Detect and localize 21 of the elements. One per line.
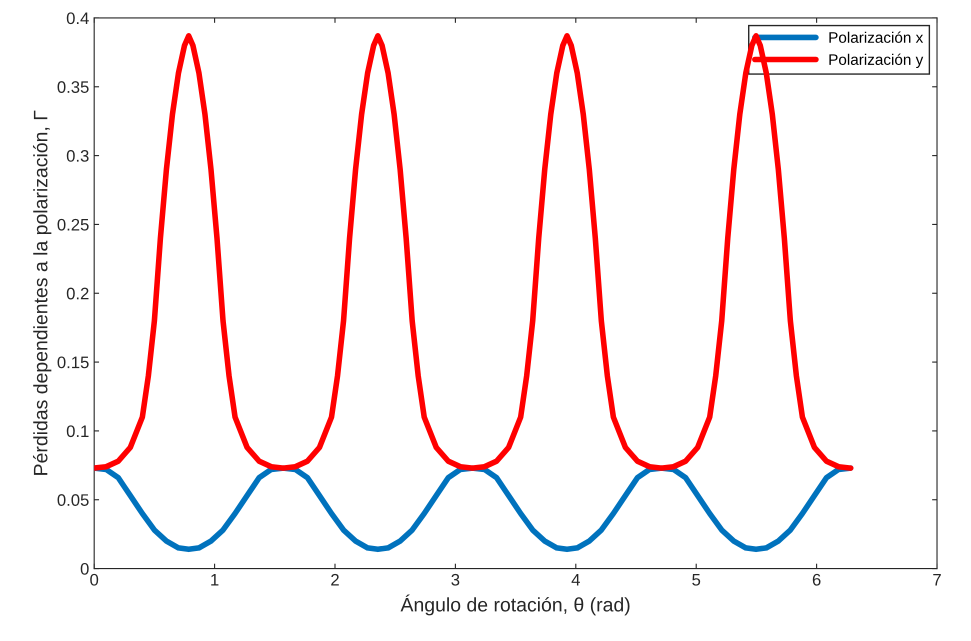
y-tick-label: 0.1 <box>66 425 89 438</box>
x-tick-label: 2 <box>331 574 339 586</box>
legend-label: Polarización y <box>829 54 924 68</box>
y-tick-label: 0.35 <box>58 81 89 93</box>
legend-label: Polarización x <box>829 32 924 43</box>
x-tick-label: 3 <box>451 574 460 586</box>
y-tick-label: 0.3 <box>66 150 89 162</box>
x-tick-label: 7 <box>933 574 941 586</box>
y-tick-label: 0.4 <box>66 12 89 24</box>
y-tick-label: 0.2 <box>66 288 88 300</box>
x-axis-title: Ángulo de rotación, θ (rad) <box>400 594 630 616</box>
x-tick-label: 6 <box>812 574 821 586</box>
x-tick-label: 0 <box>90 574 98 586</box>
x-tick-label: 4 <box>572 574 580 586</box>
y-tick-label: 0 <box>80 562 89 575</box>
x-tick-label: 1 <box>211 574 218 586</box>
y-tick-label: 0.15 <box>58 356 89 368</box>
y-axis-title: Pérdidas dependientes a la polarización, Γ <box>32 110 52 475</box>
y-tick-label: 0.25 <box>58 218 89 231</box>
y-tick-label: 0.05 <box>58 494 89 506</box>
x-tick-label: 5 <box>692 574 700 586</box>
